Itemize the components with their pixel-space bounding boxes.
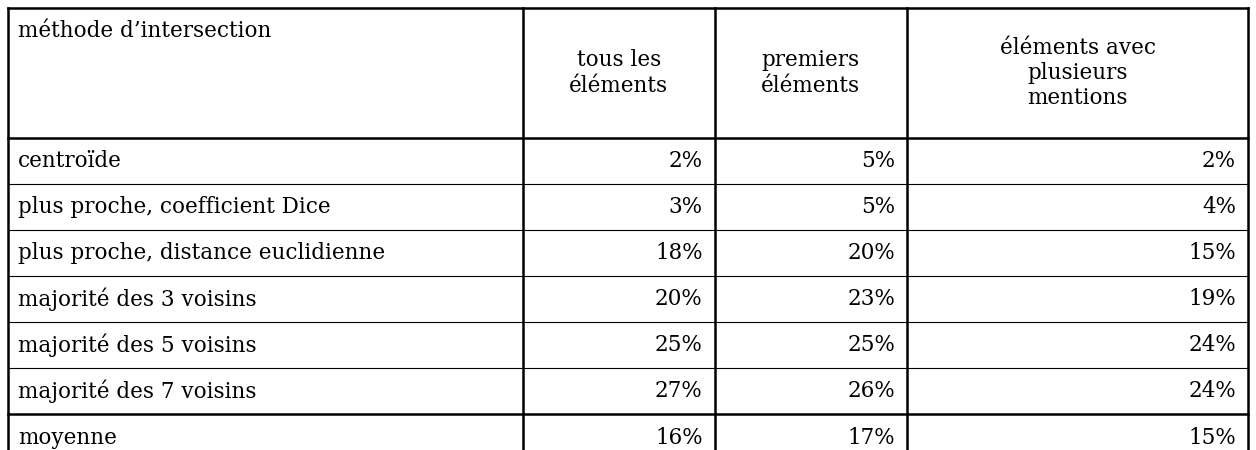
Text: méthode d’intersection: méthode d’intersection [18, 20, 271, 42]
Text: 25%: 25% [654, 334, 703, 356]
Text: moyenne: moyenne [18, 427, 117, 449]
Text: 27%: 27% [656, 380, 703, 402]
Text: tous les
éléments: tous les éléments [569, 50, 668, 97]
Text: plus proche, coefficient Dice: plus proche, coefficient Dice [18, 196, 330, 218]
Text: 24%: 24% [1188, 334, 1236, 356]
Text: 26%: 26% [848, 380, 896, 402]
Text: 24%: 24% [1188, 380, 1236, 402]
Text: majorité des 5 voisins: majorité des 5 voisins [18, 333, 256, 357]
Text: 4%: 4% [1202, 196, 1236, 218]
Text: 23%: 23% [847, 288, 896, 310]
Text: 20%: 20% [848, 242, 896, 264]
Text: 25%: 25% [847, 334, 896, 356]
Text: 2%: 2% [668, 150, 703, 172]
Text: 18%: 18% [656, 242, 703, 264]
Text: 16%: 16% [656, 427, 703, 449]
Text: 15%: 15% [1188, 242, 1236, 264]
Text: 2%: 2% [1202, 150, 1236, 172]
Text: 15%: 15% [1188, 427, 1236, 449]
Text: centroïde: centroïde [18, 150, 122, 172]
Text: plus proche, distance euclidienne: plus proche, distance euclidienne [18, 242, 386, 264]
Text: 17%: 17% [848, 427, 896, 449]
Text: 20%: 20% [656, 288, 703, 310]
Text: premiers
éléments: premiers éléments [761, 50, 860, 97]
Text: majorité des 7 voisins: majorité des 7 voisins [18, 379, 256, 403]
Text: 5%: 5% [860, 150, 896, 172]
Text: 3%: 3% [668, 196, 703, 218]
Text: 5%: 5% [860, 196, 896, 218]
Text: majorité des 3 voisins: majorité des 3 voisins [18, 287, 256, 311]
Text: éléments avec
plusieurs
mentions: éléments avec plusieurs mentions [1000, 36, 1156, 109]
Text: 19%: 19% [1188, 288, 1236, 310]
